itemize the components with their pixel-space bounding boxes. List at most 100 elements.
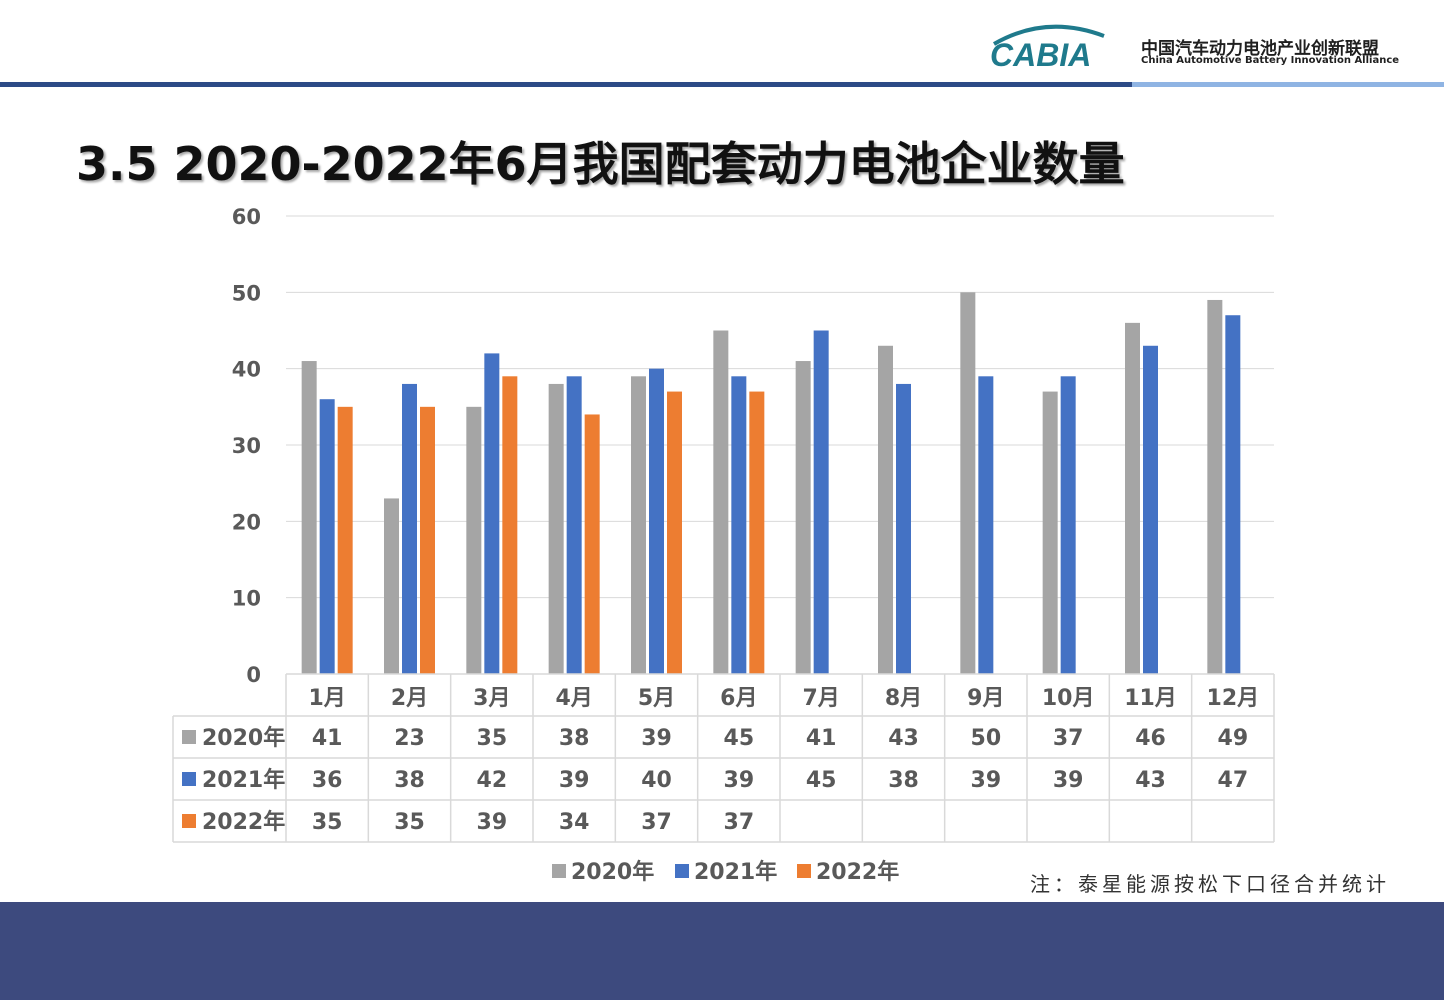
x-tick-label: 8月: [885, 686, 922, 711]
x-tick-label: 4月: [556, 686, 593, 711]
table-value: 35: [312, 810, 343, 835]
table-legend-key: [182, 814, 196, 828]
table-value: 34: [559, 810, 590, 835]
bar: [749, 391, 765, 674]
header-divider: [0, 82, 1132, 87]
legend-key: [675, 864, 689, 878]
table-value: 45: [724, 726, 755, 751]
table-value: 43: [1135, 768, 1166, 793]
table-value: 46: [1135, 726, 1166, 751]
table-value: 39: [724, 768, 755, 793]
table-value: 47: [1218, 768, 1249, 793]
bar: [667, 391, 682, 674]
bar-chart: 0 10 20 30 40 50 60 1月 2月 3月 4月 5月 6月 7月 8月 9月 10月 11月 12月…: [172, 205, 1275, 885]
bar: [1225, 315, 1241, 674]
table-value: 43: [888, 726, 919, 751]
bar: [713, 330, 729, 674]
table-series-label: 2022年: [202, 809, 285, 835]
bar: [1060, 376, 1076, 674]
table-value: 39: [641, 726, 672, 751]
table-value: 38: [394, 768, 425, 793]
table-value: 35: [394, 810, 425, 835]
y-tick-label: 30: [232, 434, 261, 458]
bar: [466, 406, 482, 674]
bar: [795, 361, 811, 674]
bar: [566, 376, 582, 674]
table-value: 39: [559, 768, 590, 793]
bar: [978, 376, 994, 674]
table-value: 39: [477, 810, 508, 835]
x-tick-label: 6月: [720, 686, 757, 711]
org-name-en: China Automotive Battery Innovation Alli…: [1141, 55, 1400, 66]
org-name-cn: 中国汽车动力电池产业创新联盟: [1141, 39, 1379, 59]
bar: [1207, 299, 1223, 674]
x-tick-label: 5月: [638, 686, 675, 711]
table-value: 37: [641, 810, 672, 835]
y-tick-label: 20: [232, 510, 261, 534]
bar: [731, 376, 747, 674]
y-tick-label: 60: [232, 205, 261, 229]
bar: [420, 406, 435, 674]
table-value: 50: [971, 726, 1002, 751]
table-value: 23: [394, 726, 425, 751]
x-tick-label: 7月: [803, 686, 840, 711]
header-divider-accent: [1132, 82, 1444, 87]
bar: [384, 498, 399, 674]
table-legend-key: [182, 730, 196, 744]
x-tick-label: 10月: [1042, 686, 1095, 711]
bar: [1125, 322, 1140, 674]
bar: [960, 292, 976, 674]
table-legend-key: [182, 772, 196, 786]
bar: [402, 383, 417, 674]
table-value: 39: [971, 768, 1002, 793]
legend-key: [552, 864, 566, 878]
x-tick-label: 1月: [309, 686, 346, 711]
table-value: 39: [1053, 768, 1084, 793]
legend-label: 2020年: [571, 859, 654, 885]
x-tick-label: 2月: [391, 686, 428, 711]
bar: [337, 406, 353, 674]
x-tick-label: 11月: [1124, 686, 1177, 711]
bar: [319, 399, 335, 674]
table-value: 41: [806, 726, 837, 751]
bar: [301, 361, 317, 674]
bar: [631, 376, 646, 674]
table-series-label: 2021年: [202, 767, 285, 793]
footnote: 注：泰星能源按松下口径合并统计: [1030, 872, 1390, 896]
table-value: 35: [477, 726, 508, 751]
table-series-label: 2020年: [202, 725, 285, 751]
footer-band: [0, 902, 1444, 1000]
bar: [1143, 345, 1158, 674]
logo-text: CABIA: [990, 37, 1091, 72]
y-tick-label: 10: [232, 587, 261, 611]
bar: [649, 368, 664, 674]
y-tick-label: 50: [232, 281, 261, 305]
legend-key: [797, 864, 811, 878]
bar: [484, 353, 500, 674]
table-value: 41: [312, 726, 343, 751]
x-tick-label: 3月: [473, 686, 510, 711]
table-value: 37: [724, 810, 755, 835]
table-value: 38: [888, 768, 919, 793]
table-value: 37: [1053, 726, 1084, 751]
y-tick-label: 40: [232, 358, 261, 382]
page-title: 3.5 2020-2022年6月我国配套动力电池企业数量: [76, 137, 1125, 191]
bar: [1042, 391, 1058, 674]
legend-label: 2021年: [694, 859, 777, 885]
y-tick-label: 0: [246, 663, 261, 687]
table-value: 40: [641, 768, 672, 793]
table-value: 38: [559, 726, 590, 751]
table-value: 42: [477, 768, 508, 793]
bar: [584, 414, 600, 674]
bar: [896, 383, 911, 674]
x-tick-label: 9月: [967, 686, 1004, 711]
bar: [502, 376, 518, 674]
bar: [813, 330, 829, 674]
table-value: 45: [806, 768, 837, 793]
bar: [548, 383, 564, 674]
cabia-logo: CABIA: [990, 24, 1105, 72]
bar: [878, 345, 893, 674]
x-tick-label: 12月: [1207, 686, 1260, 711]
legend-label: 2022年: [816, 859, 899, 885]
table-value: 36: [312, 768, 343, 793]
